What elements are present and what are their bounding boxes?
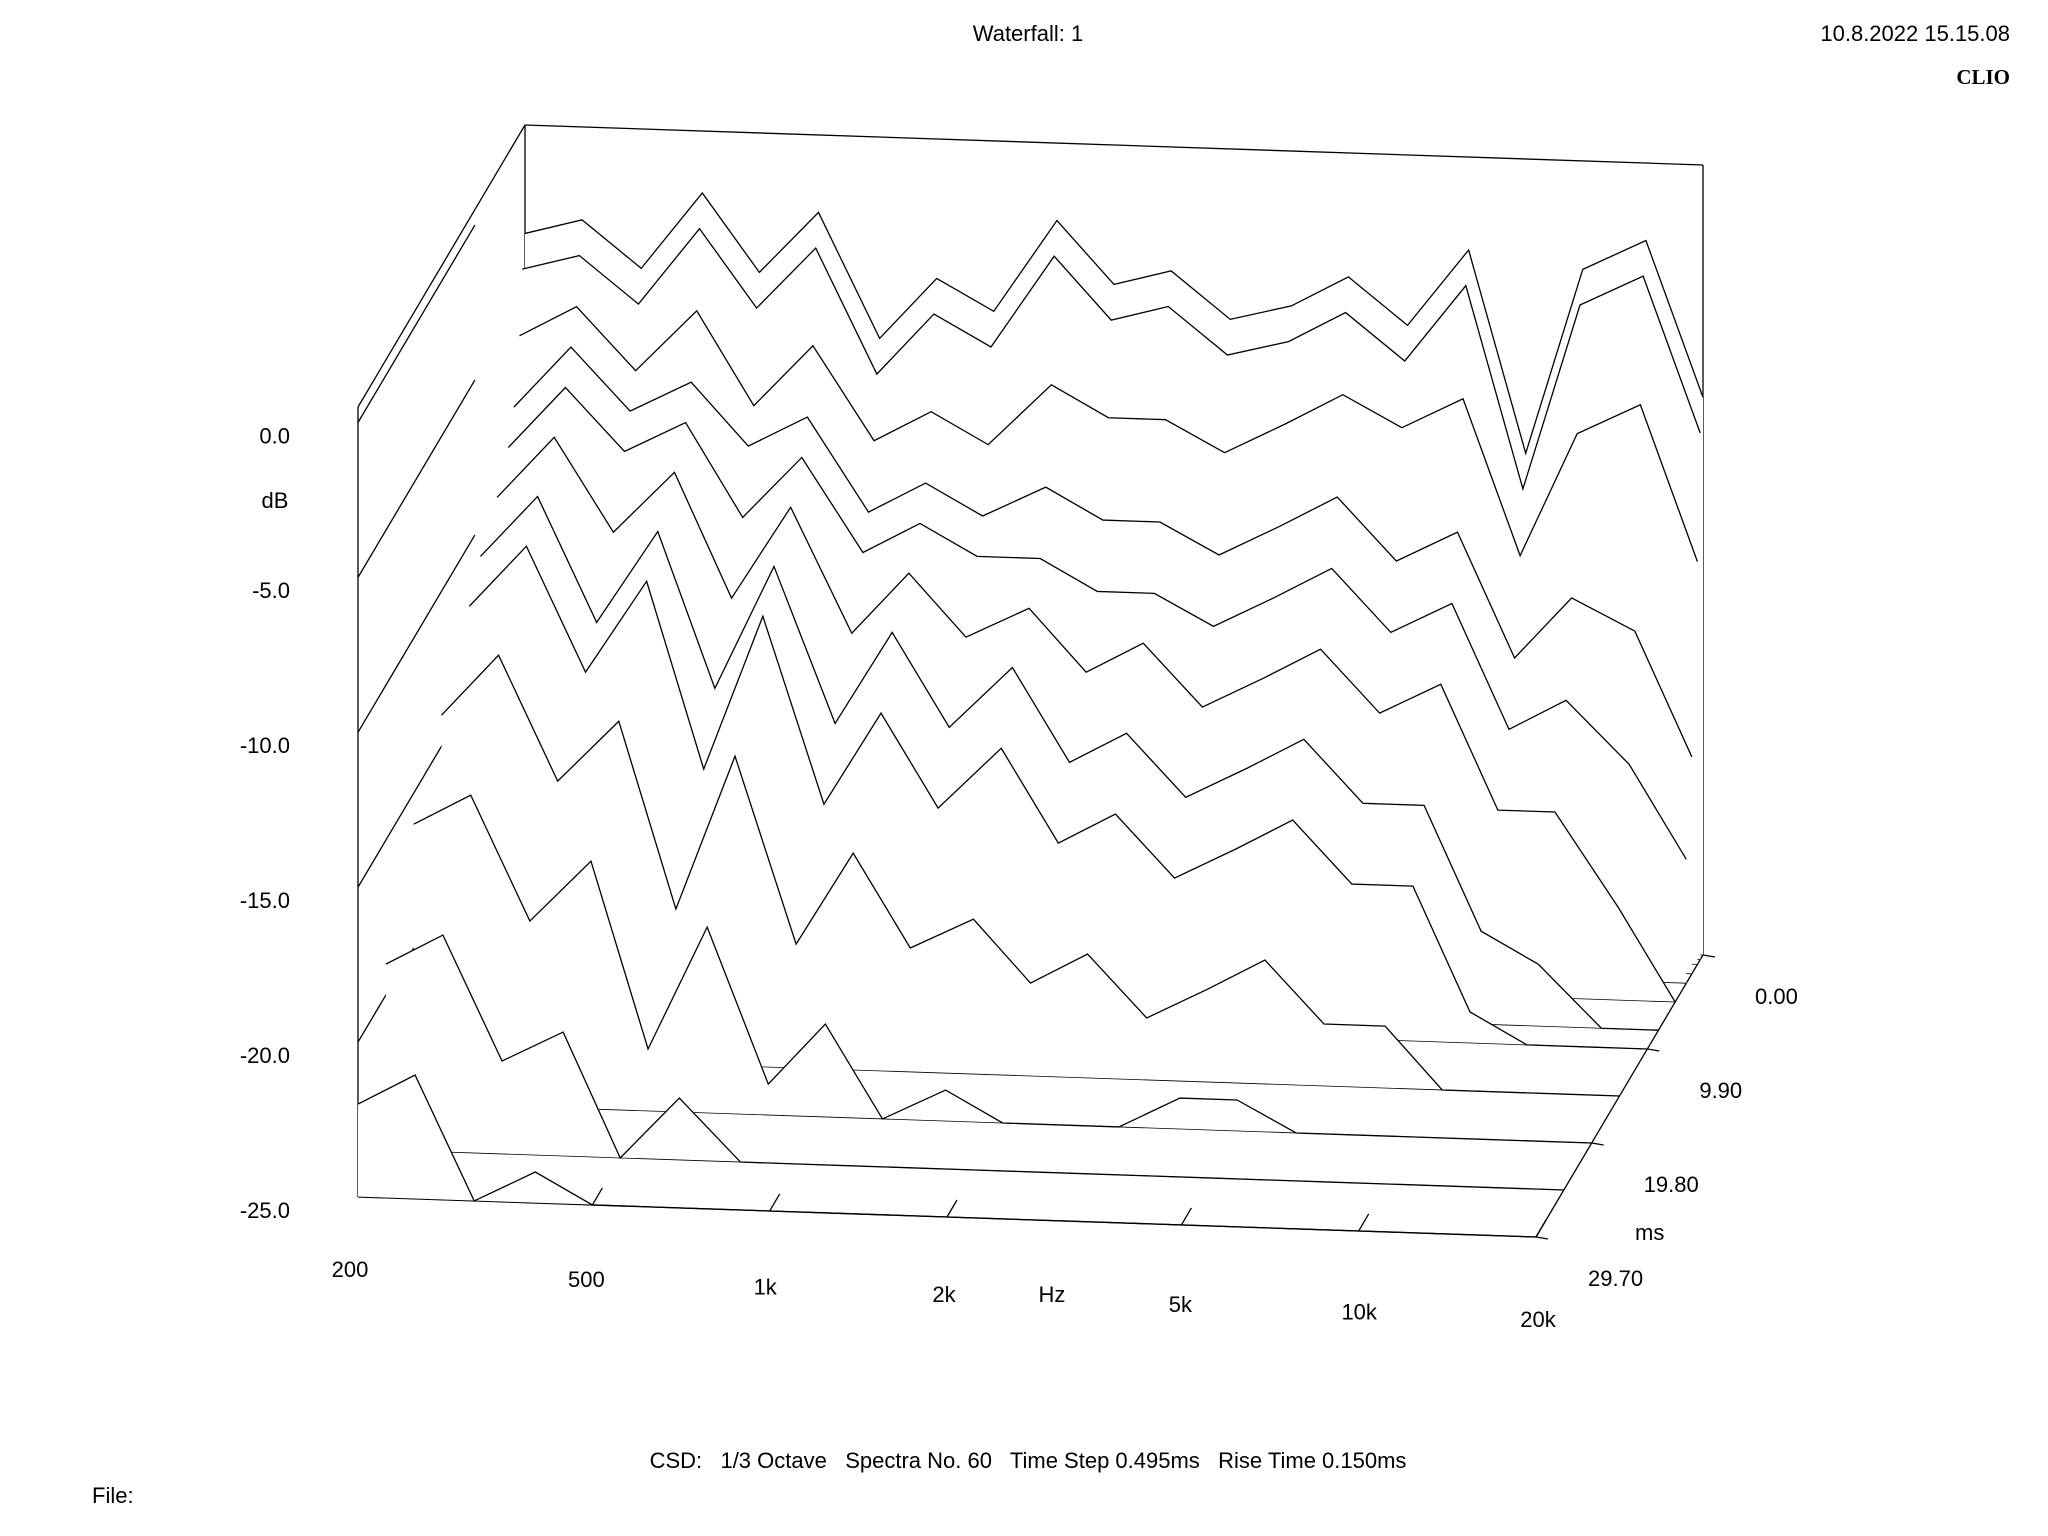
y-tick-label: -10.0	[240, 733, 290, 758]
spectrum-line	[519, 305, 1699, 562]
slice-mask	[385, 935, 1564, 1190]
x-tick	[1535, 1219, 1547, 1238]
x-tick-label: 10k	[1341, 1299, 1377, 1324]
y-tick-label: -15.0	[240, 888, 290, 913]
x-tick	[1180, 1207, 1192, 1226]
slice-floor	[413, 1102, 1592, 1144]
x-tick	[591, 1187, 603, 1206]
plot-area	[357, 191, 1704, 1238]
z-tick	[1591, 1142, 1604, 1146]
chart-title: Waterfall: 1	[973, 21, 1083, 46]
spectrum-line	[479, 495, 1659, 1031]
file-label: File:	[92, 1483, 134, 1508]
x-tick-label: 20k	[1520, 1307, 1556, 1332]
y-tick-label: -20.0	[240, 1043, 290, 1068]
x-tick-label: 5k	[1169, 1292, 1193, 1317]
x-tick-label: 2k	[932, 1282, 956, 1307]
footer: CSD: 1/3 Octave Spectra No. 60 Time Step…	[650, 1448, 1407, 1473]
z-tick-label: 29.70	[1588, 1266, 1643, 1291]
y-tick-label: -25.0	[240, 1198, 290, 1223]
grid-line	[357, 224, 476, 423]
x-axis-label: Hz	[1039, 1282, 1066, 1307]
slice-mask	[441, 655, 1620, 1096]
slice-floor	[385, 1149, 1564, 1191]
spectrum-line	[522, 227, 1701, 492]
x-tick	[946, 1199, 958, 1218]
z-tick-label: 9.90	[1699, 1078, 1742, 1103]
grid-line	[357, 379, 476, 578]
spectrum-line	[524, 191, 1704, 456]
z-tick	[1647, 1048, 1660, 1052]
timestamp: 10.8.2022 15.15.08	[1820, 21, 2010, 46]
brand: CLIO	[1956, 65, 2010, 89]
y-axis-label: dB	[262, 488, 289, 513]
x-tick	[1358, 1213, 1370, 1232]
spectrum-line	[513, 346, 1693, 758]
y-tick-label: 0.0	[259, 423, 290, 448]
spectrum-line	[507, 386, 1687, 860]
y-tick-label: -5.0	[252, 578, 290, 603]
x-tick-label: 500	[568, 1267, 605, 1292]
slice-floor	[357, 1196, 1537, 1238]
z-tick	[1535, 1236, 1549, 1240]
z-axis-label: ms	[1635, 1220, 1664, 1245]
spectrum-line	[496, 436, 1676, 1003]
x-tick-label: 200	[332, 1257, 369, 1282]
x-tick-label: 1k	[754, 1274, 778, 1299]
z-tick	[1702, 954, 1716, 958]
z-tick-label: 0.00	[1755, 984, 1798, 1009]
grid-line	[357, 534, 476, 733]
back-top-edge	[524, 124, 1704, 166]
z-tick-label: 19.80	[1644, 1172, 1699, 1197]
x-tick	[769, 1193, 781, 1212]
left-top-edge	[357, 124, 526, 408]
spectrum-line	[468, 545, 1648, 1050]
spectrum-line	[441, 654, 1620, 1097]
slice-mask	[413, 795, 1592, 1143]
